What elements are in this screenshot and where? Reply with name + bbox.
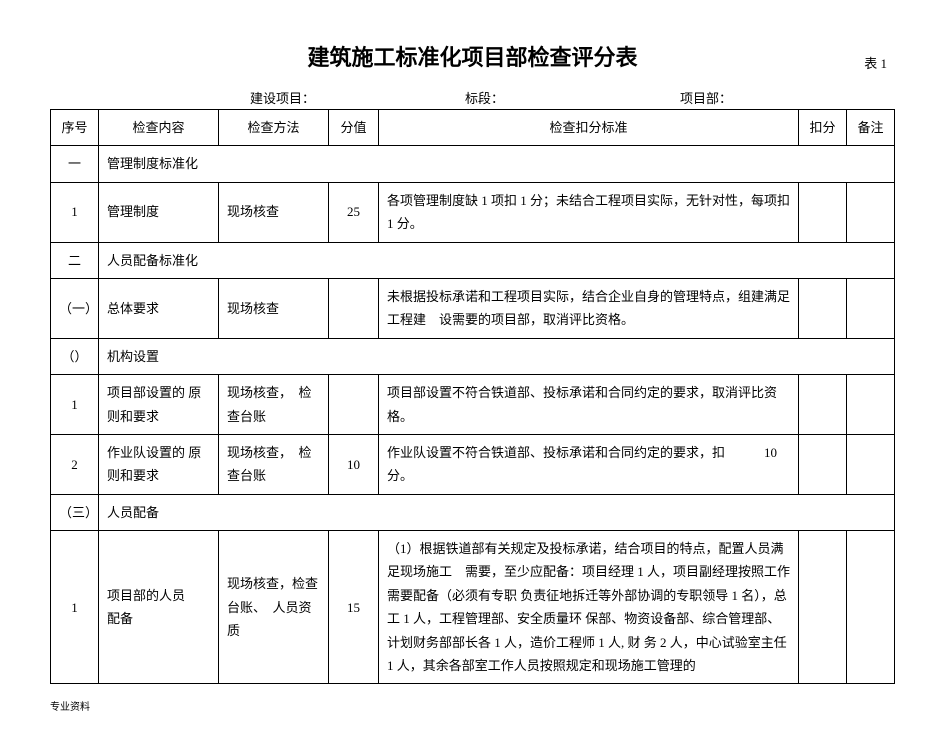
cell-section: 人员配备标准化 [99,242,895,278]
cell-standard: 未根据投标承诺和工程项目实际，结合企业自身的管理特点，组建满足工程建 设需要的项… [379,278,799,338]
cell-seq: （三） [51,494,99,530]
cell-seq: 1 [51,375,99,435]
cell-standard: 作业队设置不符合铁道部、投标承诺和合同约定的要求，扣 10 分。 [379,434,799,494]
cell-method: 现场核查， 检查台账 [219,375,329,435]
cell-method: 现场核查 [219,278,329,338]
table-row: 1 管理制度 现场核查 25 各项管理制度缺 1 项扣 1 分；未结合工程项目实… [51,182,895,242]
table-row: （） 机构设置 [51,338,895,374]
cell-standard: （1）根据铁道部有关规定及投标承诺，结合项目的特点，配置人员满足现场施工 需要，… [379,531,799,684]
info-jianshe: 建设项目： [250,88,465,107]
cell-seq: 2 [51,434,99,494]
table-row: 一 管理制度标准化 [51,146,895,182]
col-score: 分值 [329,110,379,146]
cell-seq: （） [51,338,99,374]
cell-remark [847,278,895,338]
col-content: 检查内容 [99,110,219,146]
col-remark: 备注 [847,110,895,146]
cell-remark [847,182,895,242]
info-biaoduan: 标段： [465,88,680,107]
cell-deduct [799,375,847,435]
cell-remark [847,434,895,494]
cell-method: 现场核查 [219,182,329,242]
cell-deduct [799,531,847,684]
cell-deduct [799,278,847,338]
cell-score: 15 [329,531,379,684]
col-deduct: 扣分 [799,110,847,146]
cell-seq: 二 [51,242,99,278]
cell-content: 项目部的人员 配备 [99,531,219,684]
cell-method: 现场核查，检查台账、 人员资质 [219,531,329,684]
col-seq: 序号 [51,110,99,146]
cell-score: 25 [329,182,379,242]
cell-seq: 一 [51,146,99,182]
cell-content: 作业队设置的 原则和要求 [99,434,219,494]
info-xiangmubu: 项目部： [680,88,895,107]
cell-section: 人员配备 [99,494,895,530]
cell-seq: 1 [51,182,99,242]
cell-seq: 1 [51,531,99,684]
cell-method: 现场核查， 检查台账 [219,434,329,494]
col-method: 检查方法 [219,110,329,146]
cell-remark [847,375,895,435]
page-title: 建筑施工标准化项目部检查评分表 [307,40,637,72]
table-row: 1 项目部的人员 配备 现场核查，检查台账、 人员资质 15 （1）根据铁道部有… [51,531,895,684]
cell-content: 项目部设置的 原则和要求 [99,375,219,435]
cell-score: 10 [329,434,379,494]
table-row: 二 人员配备标准化 [51,242,895,278]
cell-content: 管理制度 [99,182,219,242]
cell-remark [847,531,895,684]
info-row: 建设项目： 标段： 项目部： [50,88,895,107]
table-row: （三） 人员配备 [51,494,895,530]
cell-deduct [799,182,847,242]
cell-content: 总体要求 [99,278,219,338]
cell-deduct [799,434,847,494]
footer-text: 专业资料 [50,698,895,713]
cell-seq: （一） [51,278,99,338]
score-table: 序号 检查内容 检查方法 分值 检查扣分标准 扣分 备注 一 管理制度标准化 1… [50,109,895,684]
table-row: 1 项目部设置的 原则和要求 现场核查， 检查台账 项目部设置不符合铁道部、投标… [51,375,895,435]
table-row: （一） 总体要求 现场核查 未根据投标承诺和工程项目实际，结合企业自身的管理特点… [51,278,895,338]
cell-standard: 各项管理制度缺 1 项扣 1 分；未结合工程项目实际，无针对性，每项扣 1 分。 [379,182,799,242]
cell-section: 管理制度标准化 [99,146,895,182]
cell-score [329,375,379,435]
cell-standard: 项目部设置不符合铁道部、投标承诺和合同约定的要求，取消评比资格。 [379,375,799,435]
table-row: 2 作业队设置的 原则和要求 现场核查， 检查台账 10 作业队设置不符合铁道部… [51,434,895,494]
cell-score [329,278,379,338]
col-standard: 检查扣分标准 [379,110,799,146]
table-label: 表 1 [864,53,887,72]
cell-section: 机构设置 [99,338,895,374]
table-header-row: 序号 检查内容 检查方法 分值 检查扣分标准 扣分 备注 [51,110,895,146]
